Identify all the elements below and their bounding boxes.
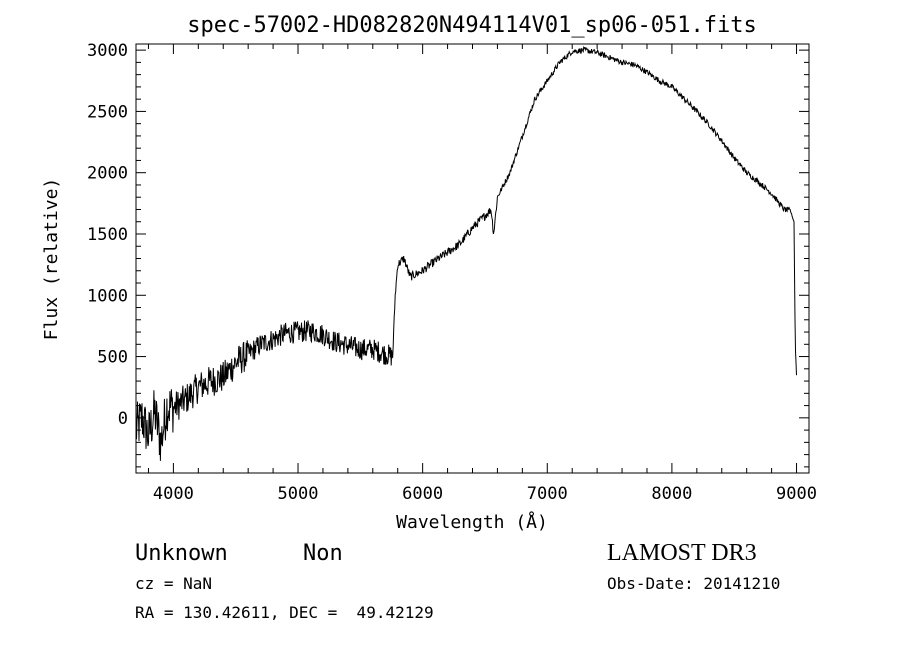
y-tick-label: 2500 xyxy=(87,102,128,122)
tick-labels: 4000 5000 6000 7000 8000 9000 0 500 1000 1500 2000… xyxy=(87,41,817,504)
x-tick-label: 7000 xyxy=(527,484,568,504)
object-class: Unknown xyxy=(135,541,228,566)
survey-name: LAMOST DR3 xyxy=(607,540,757,566)
y-tick-label: 500 xyxy=(97,348,128,368)
x-tick-label: 8000 xyxy=(651,484,692,504)
y-tick-label: 3000 xyxy=(87,41,128,61)
spectrum-line xyxy=(135,45,797,461)
y-tick-label: 1500 xyxy=(87,225,128,245)
y-tick-label: 0 xyxy=(118,409,128,429)
obs-date-label: Obs-Date: 20141210 xyxy=(607,574,780,593)
plot-frame xyxy=(135,43,810,474)
plot-area: 4000 5000 6000 7000 8000 9000 0 500 1000 1500 2000… xyxy=(87,41,817,504)
redshift-label: cz = NaN xyxy=(135,574,212,593)
coordinates-label: RA = 130.42611, DEC = 49.42129 xyxy=(135,603,434,622)
y-axis-label: Flux (relative) xyxy=(41,178,62,341)
x-tick-label: 9000 xyxy=(776,484,817,504)
x-tick-label: 4000 xyxy=(153,484,194,504)
x-axis-label: Wavelength (Å) xyxy=(396,511,548,533)
x-tick-label: 6000 xyxy=(402,484,443,504)
axis-ticks xyxy=(136,44,809,473)
chart-title: spec-57002-HD082820N494114V01_sp06-051.f… xyxy=(187,13,757,38)
y-tick-label: 2000 xyxy=(87,164,128,184)
object-subclass: Non xyxy=(303,541,343,566)
x-tick-label: 5000 xyxy=(278,484,319,504)
y-tick-label: 1000 xyxy=(87,286,128,306)
